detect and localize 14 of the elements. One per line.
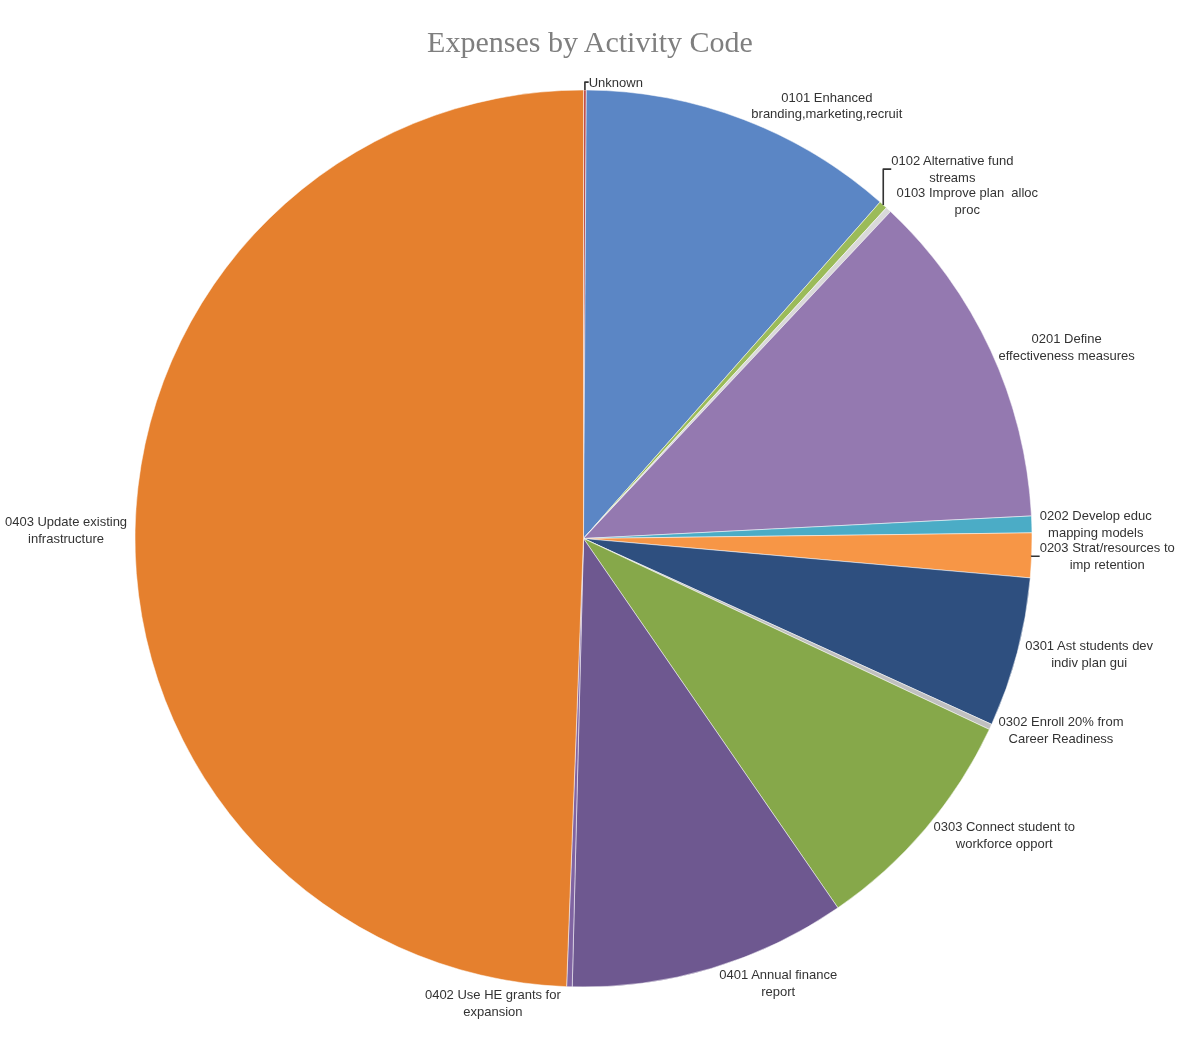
slice-label: 0103 Improve plan alloc proc bbox=[896, 185, 1039, 218]
slice-label: 0403 Update existing infrastructure bbox=[4, 514, 128, 546]
slice-label: 0303 Connect student to workforce opport bbox=[933, 819, 1076, 852]
chart-title: Expenses by Activity Code bbox=[427, 25, 753, 59]
slice-label: 0402 Use HE grants for expansion bbox=[424, 986, 562, 1019]
slice-label: 0102 Alternative fund streams bbox=[891, 153, 1014, 186]
slice-label: Unknown bbox=[588, 74, 643, 90]
slice-label: 0302 Enroll 20% from Career Readiness bbox=[998, 713, 1124, 746]
slice-label: 0301 Ast students dev indiv plan gui bbox=[1025, 637, 1154, 670]
slice-label: 0203 Strat/resources to imp retention bbox=[1039, 540, 1175, 573]
slice-label: 0201 Define effectiveness measures bbox=[998, 331, 1136, 364]
slice-label: 0401 Annual finance report bbox=[719, 967, 838, 999]
slice-label: 0202 Develop educ mapping models bbox=[1039, 508, 1153, 541]
slice-label: 0101 Enhanced branding,marketing,recruit bbox=[751, 89, 903, 122]
